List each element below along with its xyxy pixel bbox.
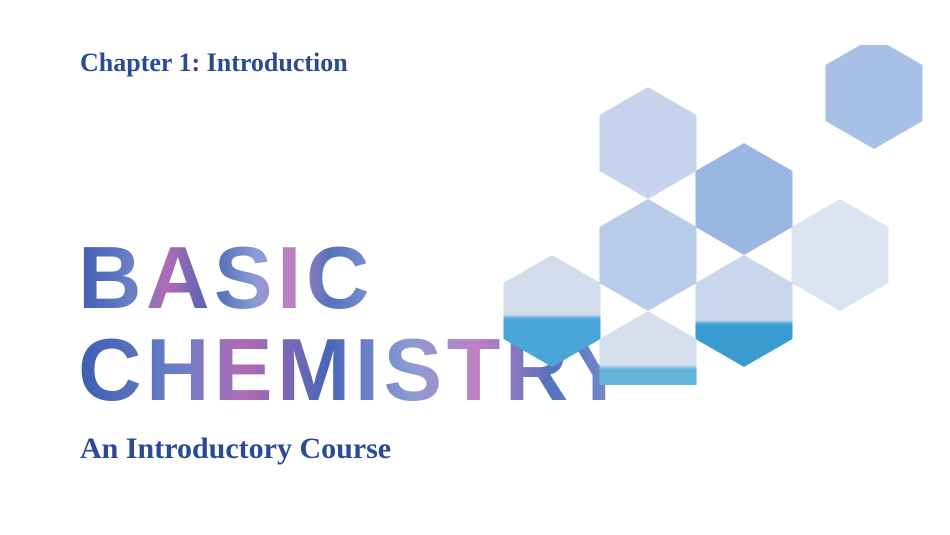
hexagon — [696, 255, 793, 367]
hexagon — [600, 199, 697, 311]
hexagon — [792, 199, 889, 311]
hexagon-cluster — [500, 45, 940, 385]
hexagon — [826, 45, 923, 149]
chapter-heading: Chapter 1: Introduction — [80, 48, 348, 78]
title-line-1: BASIC — [78, 228, 374, 327]
hexagon — [600, 87, 697, 199]
hexagon — [696, 143, 793, 255]
hexagon — [600, 311, 697, 385]
hexagon — [504, 255, 601, 367]
course-subtitle: An Introductory Course — [80, 432, 391, 466]
